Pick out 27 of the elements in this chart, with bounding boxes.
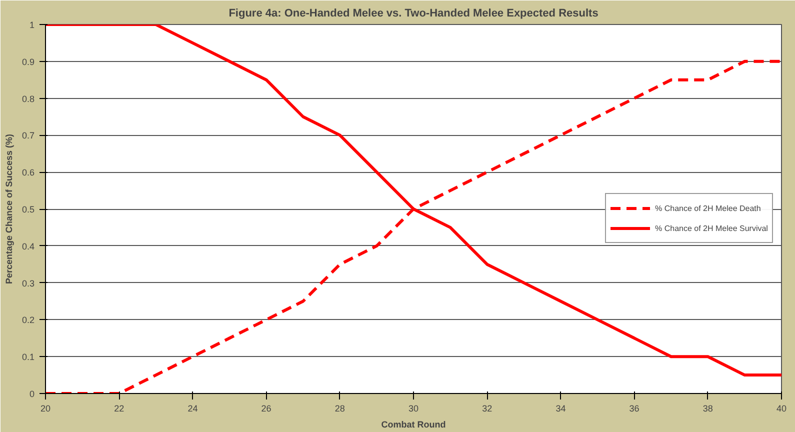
legend-label: % Chance of 2H Melee Death <box>655 204 761 212</box>
x-tick-label: 22 <box>114 404 124 414</box>
x-tick-label: 30 <box>408 404 419 414</box>
y-tick-label: 0.8 <box>22 94 35 104</box>
x-axis-title: Combat Round <box>381 420 446 430</box>
y-tick-label: 0 <box>29 389 35 399</box>
x-tick-label: 38 <box>702 404 713 414</box>
x-tick-label: 34 <box>556 404 566 414</box>
x-tick-label: 26 <box>261 404 272 414</box>
legend-label: % Chance of 2H Melee Survival <box>655 224 768 232</box>
y-tick-label: 0.9 <box>22 56 35 67</box>
x-tick-label: 28 <box>334 404 345 414</box>
y-tick-label: 0.5 <box>22 204 35 214</box>
y-tick-label: 0.7 <box>22 130 35 141</box>
x-tick-label: 40 <box>776 404 787 414</box>
x-tick-label: 32 <box>482 404 492 414</box>
x-tick-label: 36 <box>629 404 640 414</box>
y-tick-label: 0.1 <box>22 352 35 362</box>
y-tick-label: 0.6 <box>22 168 35 178</box>
y-tick-label: 0.3 <box>22 278 35 288</box>
x-tick-label: 20 <box>40 404 51 414</box>
x-tick-label: 24 <box>188 404 198 414</box>
y-axis-title: Percentage Chance of Success (%) <box>4 134 14 284</box>
y-tick-label: 0.2 <box>22 315 35 326</box>
chart-title: Figure 4a: One-Handed Melee vs. Two-Handed Melee Expected Results <box>228 8 598 20</box>
y-tick-label: 1 <box>29 20 35 30</box>
y-tick-label: 0.4 <box>22 241 35 252</box>
